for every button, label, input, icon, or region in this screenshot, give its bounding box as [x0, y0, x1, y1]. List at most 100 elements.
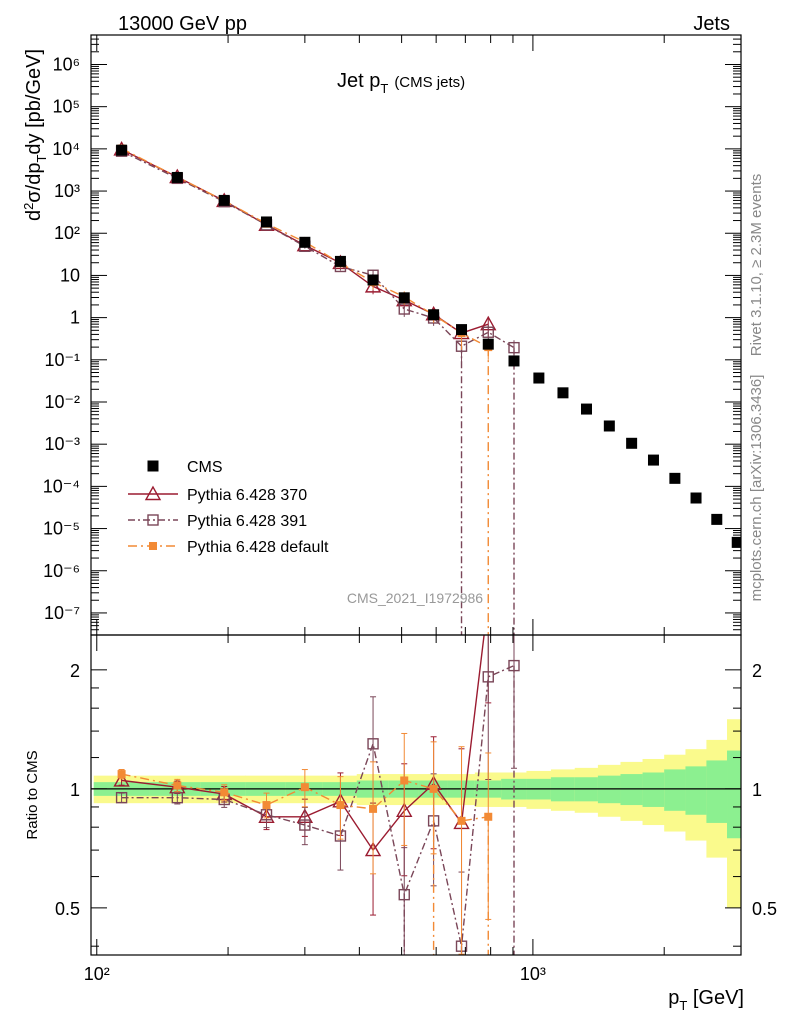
legend-marker: [147, 514, 159, 526]
uncertainty-band-inner: [620, 774, 644, 806]
cms-data-point: [669, 472, 681, 484]
ratio-y-tick-label: 2: [70, 661, 80, 681]
y-tick-label: 10: [60, 265, 80, 285]
ratio-point: [398, 888, 410, 901]
y-axis-label: d2σ/dpTdy [pb/GeV]: [21, 49, 49, 221]
main-plot: 10⁻⁷ 10⁻⁶ 10⁻⁵ 10⁻⁴ 10⁻³ 10⁻² 10⁻¹ 1 10 10² 10³ 10⁴…: [21, 34, 742, 636]
mc-series-2: [117, 144, 493, 635]
uncertainty-band-inner: [685, 766, 707, 815]
cms-series: [116, 144, 741, 548]
legend-label: CMS: [187, 459, 223, 476]
y-tick-label: 10⁻⁷: [44, 603, 80, 623]
cms-data-point: [218, 194, 230, 206]
legend-item: Pythia 6.428 default: [128, 539, 329, 556]
ratio-point: [457, 816, 466, 825]
ratio-point: [484, 812, 493, 821]
ratio-point: [220, 788, 229, 797]
data-point: [508, 341, 520, 354]
uncertainty-band-inner: [706, 760, 728, 823]
cms-data-point: [603, 420, 615, 432]
ratio-point: [299, 819, 311, 831]
ratio-point: [429, 784, 438, 793]
legend-marker: [149, 542, 157, 550]
ratio-point: [369, 804, 378, 813]
cms-data-point: [711, 513, 723, 525]
ratio-point: [367, 738, 379, 750]
legend-marker: [144, 485, 162, 501]
ratio-y-tick-label-right: 2: [752, 661, 762, 681]
cms-data-point: [299, 236, 311, 248]
y-tick-label: 1: [70, 308, 80, 328]
ratio-line: [121, 664, 515, 947]
series-line: [121, 150, 515, 349]
legend-item: CMS: [147, 459, 223, 476]
ratio-series-2: [117, 732, 493, 955]
mcplots-label: mcplots.cern.ch [arXiv:1306.3436]: [748, 375, 765, 602]
ratio-point: [400, 776, 409, 785]
legend-item: Pythia 6.428 370: [128, 485, 307, 504]
cms-data-point: [731, 536, 741, 548]
cms-data-point: [580, 403, 592, 415]
energy-label: 13000 GeV pp: [118, 13, 247, 35]
y-tick-label: 10⁴: [52, 139, 80, 159]
plot-title: Jet pT (CMS jets): [337, 70, 465, 96]
ratio-point: [336, 801, 345, 810]
legend-label: Pythia 6.428 391: [187, 513, 307, 530]
y-tick-label: 10⁻²: [44, 392, 80, 412]
y-tick-label: 10⁶: [53, 54, 80, 74]
y-tick-label: 10²: [54, 223, 80, 243]
ratio-y-tick-label: 0.5: [55, 899, 80, 919]
watermark: CMS_2021_I1972986: [347, 590, 483, 606]
uncertainty-band-inner: [727, 750, 741, 839]
ratio-y-tick-label: 1: [70, 780, 80, 800]
legend: CMS Pythia 6.428 370 Pythia 6.428 391 Pythi…: [128, 459, 329, 556]
ratio-y-tick-label-right: 1: [752, 780, 762, 800]
x-tick-label: 10²: [84, 964, 110, 984]
cms-data-point: [647, 454, 659, 466]
cms-data-point: [690, 492, 702, 504]
legend-label: Pythia 6.428 370: [187, 487, 307, 504]
cms-data-point: [626, 437, 638, 449]
ratio-point: [171, 791, 184, 804]
data-point: [482, 326, 494, 338]
cms-data-point: [428, 309, 440, 321]
cms-data-point: [116, 144, 128, 156]
ratio-y-axis-label: Ratio to CMS: [24, 750, 41, 839]
process-label: Jets: [693, 13, 730, 35]
ratio-point: [508, 659, 520, 672]
cms-data-point: [482, 338, 494, 350]
cms-data-point: [533, 372, 545, 384]
cms-data-point: [456, 324, 468, 336]
cms-data-point: [334, 255, 346, 267]
y-tick-label: 10⁻⁵: [43, 519, 80, 539]
mc-series-1: [115, 145, 520, 635]
cms-data-point: [367, 274, 379, 286]
cms-data-point: [261, 216, 272, 228]
ratio-point: [482, 671, 494, 683]
cms-data-point: [398, 292, 410, 304]
ratio-plot: 10² 10³ 0.5 0.5 1 1 2 2 Ratio to CMS: [24, 634, 777, 984]
rivet-version-label: Rivet 3.1.10, ≥ 2.3M events: [748, 174, 765, 357]
y-tick-label: 10⁵: [53, 97, 80, 117]
cms-data-point: [171, 171, 183, 183]
ratio-point: [117, 770, 126, 779]
y-tick-label: 10⁻¹: [44, 350, 80, 370]
uncertainty-band-inner: [642, 772, 665, 807]
ratio-point: [300, 783, 309, 792]
ratio-point: [173, 781, 182, 790]
ratio-point: [262, 801, 271, 810]
legend-item: Pythia 6.428 391: [128, 513, 307, 530]
cms-data-point: [508, 355, 520, 367]
x-tick-label: 10³: [520, 964, 546, 984]
ratio-point: [115, 791, 128, 804]
x-axis-label: pT [GeV]: [668, 987, 744, 1013]
legend-marker: [147, 460, 159, 472]
y-tick-label: 10⁻³: [44, 434, 80, 454]
y-tick-label: 10⁻⁴: [43, 476, 80, 496]
uncertainty-band-inner: [664, 769, 686, 811]
y-tick-label: 10⁻⁶: [43, 561, 80, 581]
cms-data-point: [557, 387, 569, 399]
legend-label: Pythia 6.428 default: [187, 539, 329, 556]
y-tick-label: 10³: [54, 181, 80, 201]
